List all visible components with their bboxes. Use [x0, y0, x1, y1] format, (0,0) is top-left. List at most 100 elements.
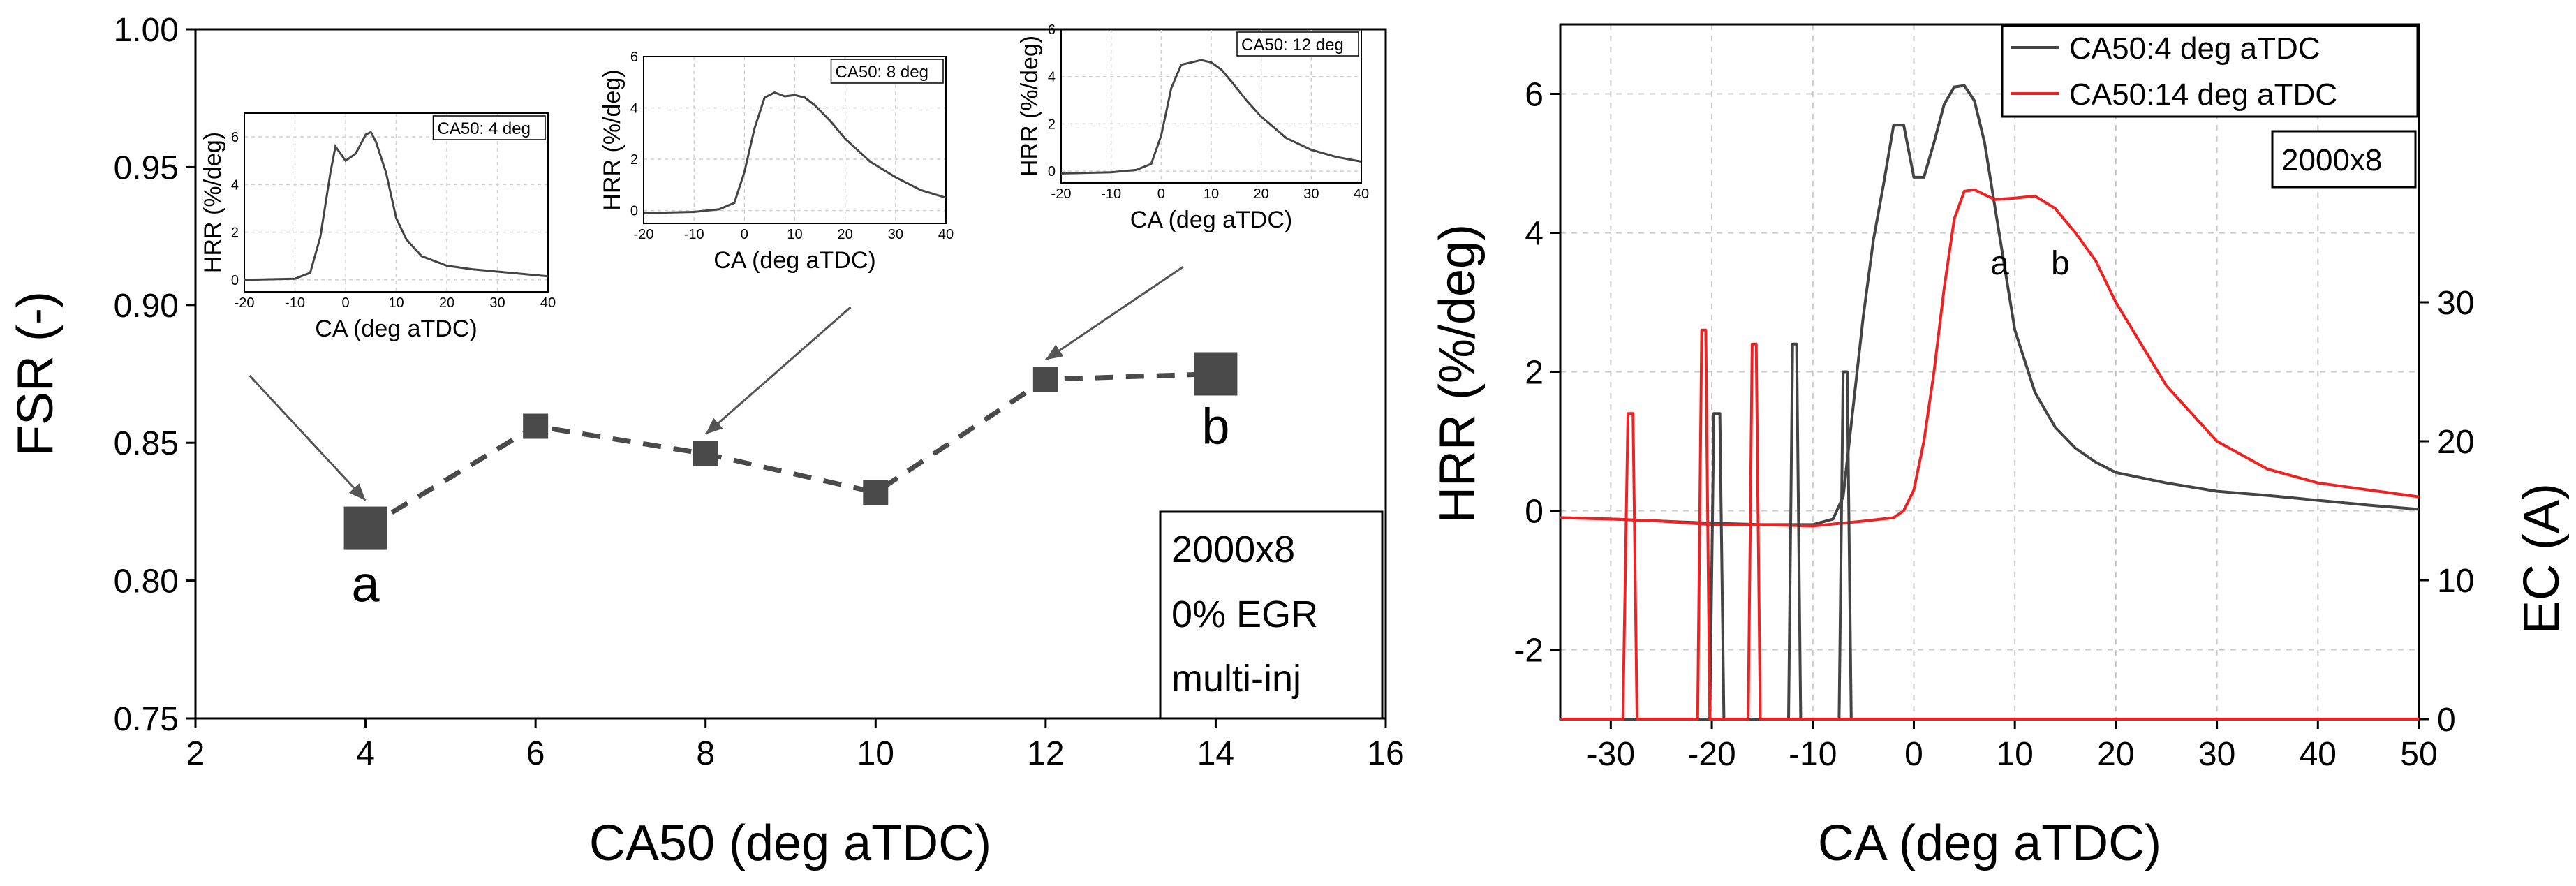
inset-y-tick-label: 2: [231, 226, 239, 241]
inset-arrow-line: [1045, 265, 1184, 361]
fsr-point: [693, 441, 718, 466]
conditions-line-2: 0% EGR: [1171, 593, 1318, 635]
hrr-y-tick-label: 6: [1525, 77, 1544, 114]
fsr-plot-frame: [194, 28, 1387, 720]
inset-x-tick-label: -20: [235, 295, 255, 311]
inset-y-axis-title: HRR (%/deg): [1016, 36, 1043, 177]
hrr-grid: [1560, 24, 2419, 719]
fsr-y-tick-label: 0.85: [114, 425, 179, 462]
fsr-y-axis-title: FSR (-): [8, 291, 64, 456]
inset-x-tick-label: -10: [285, 295, 305, 311]
fsr-y-tick-label: 0.90: [114, 288, 179, 325]
inset-frame: [244, 112, 549, 293]
hrr-x-tick-label: 30: [2198, 736, 2235, 773]
fsr-x-tick-label: 6: [526, 735, 545, 772]
inset-x-tick-label: -20: [1051, 186, 1072, 202]
hrr-x-axis-title: CA (deg aTDC): [1818, 815, 2161, 871]
hrr-y-tick-label: -2: [1513, 633, 1544, 670]
inset-x-tick-label: 30: [888, 227, 903, 242]
fsr-x-tick-label: 8: [696, 735, 715, 772]
conditions-line-3: multi-inj: [1171, 658, 1301, 700]
inset-arrows: [249, 265, 1184, 501]
hrr-legend: CA50:4 deg aTDC CA50:14 deg aTDC: [2001, 24, 2419, 118]
fsr-point: [343, 506, 387, 550]
inset-hrr-line: [1060, 59, 1362, 175]
inset-label: CA50: 12 deg: [1241, 36, 1344, 54]
hrr-x-tick-label: 20: [2097, 736, 2134, 773]
hrr-y-axis-title: HRR (%/deg): [1430, 224, 1486, 523]
ec-y-tick-label: 20: [2437, 424, 2474, 461]
fsr-x-tick-label: 16: [1367, 735, 1404, 772]
fsr-point: [863, 480, 889, 505]
inset-y-tick-label: 2: [630, 152, 638, 168]
fsr-point-labels: ab: [352, 399, 1230, 613]
inset-arrow-line: [249, 374, 367, 501]
legend-label-14deg: CA50:14 deg aTDC: [2069, 77, 2337, 112]
fsr-series: [343, 352, 1238, 550]
hrr-y-tick-label: 2: [1525, 355, 1544, 392]
inset-x-tick-label: 10: [388, 295, 404, 311]
inset-label: CA50: 8 deg: [836, 63, 928, 82]
hrr-curve-label: b: [2051, 245, 2070, 282]
fsr-point-label: b: [1201, 399, 1229, 455]
fsr-point: [523, 413, 549, 439]
hrr-annotation: 2000x8: [2271, 130, 2417, 189]
inset-label-box: [1236, 31, 1359, 57]
fsr-y-tick-label: 1.00: [114, 12, 179, 49]
ec-series-line: [1560, 328, 2419, 721]
hrr-inset: -20 -10 0 10 20 30 40 0 2 4 6 CA (deg aTDC) HRR (%/d…: [599, 50, 954, 274]
inset-x-tick-label: 30: [489, 295, 505, 311]
hrr-curve-label: a: [1990, 245, 2009, 282]
inset-y-tick-label: 0: [630, 204, 638, 219]
inset-y-tick-label: 6: [231, 130, 239, 145]
fsr-chart: 2 4 6 8 10 12 14 16 0.75 0.80 0.85 0.90 0.95 1.00 CA5…: [8, 12, 1405, 871]
inset-x-tick-label: 30: [1303, 186, 1319, 202]
hrr-series: [1560, 84, 2420, 721]
hrr-x-tick-label: -10: [1789, 736, 1837, 773]
hrr-x-tick-label: -20: [1687, 736, 1735, 773]
fsr-x-axis-title: CA50 (deg aTDC): [589, 815, 991, 871]
legend-label-4deg: CA50:4 deg aTDC: [2069, 31, 2320, 66]
fsr-ticks: 2 4 6 8 10 12 14 16 0.75 0.80 0.85 0.90 0.95 1.00: [114, 12, 1405, 772]
inset-label-box: [830, 59, 944, 84]
inset-y-tick-label: 4: [630, 101, 638, 117]
ec-series-line: [1560, 342, 2419, 721]
inset-arrow-head: [1045, 344, 1064, 360]
inset-x-tick-label: 40: [938, 227, 954, 242]
inset-x-tick-label: 20: [439, 295, 454, 311]
inset-x-tick-label: 40: [540, 295, 556, 311]
hrr-series-line: [1560, 84, 2420, 526]
fsr-series-line: [364, 371, 1216, 531]
inset-x-tick-label: -20: [634, 227, 654, 242]
hrr-y-tick-label: 4: [1525, 216, 1544, 253]
inset-y-tick-label: 0: [231, 273, 239, 288]
inset-x-tick-label: -10: [684, 227, 704, 242]
inset-label-box: [432, 115, 546, 140]
inset-x-tick-label: -10: [1101, 186, 1121, 202]
inset-hrr-line: [643, 91, 947, 214]
hrr-annotation-text: 2000x8: [2281, 143, 2382, 177]
hrr-y-tick-label: 0: [1525, 494, 1544, 531]
hrr-x-tick-label: 50: [2400, 736, 2437, 773]
inset-y-tick-label: 2: [1048, 117, 1056, 132]
inset-arrow-line: [704, 306, 852, 436]
inset-x-axis-title: CA (deg aTDC): [315, 316, 477, 342]
inset-x-tick-label: 10: [787, 227, 802, 242]
hrr-inset: -20 -10 0 10 20 30 40 0 2 4 6 CA (deg aTDC) HRR (%/d…: [1016, 22, 1369, 233]
inset-x-tick-label: 0: [1157, 186, 1165, 202]
hrr-x-tick-label: 40: [2300, 736, 2337, 773]
inset-label: CA50: 4 deg: [438, 119, 531, 138]
hrr-series-line: [1560, 188, 2420, 528]
fsr-point: [1032, 367, 1058, 392]
ec-y-axis-title: EC (A): [2514, 483, 2570, 634]
conditions-box: [1159, 510, 1384, 720]
fsr-x-tick-label: 4: [356, 735, 375, 772]
fsr-x-tick-label: 12: [1027, 735, 1064, 772]
inset-x-tick-label: 0: [341, 295, 349, 311]
fsr-y-tick-label: 0.75: [114, 701, 179, 738]
fsr-x-tick-label: 14: [1197, 735, 1234, 772]
inset-y-tick-label: 6: [1048, 22, 1056, 38]
